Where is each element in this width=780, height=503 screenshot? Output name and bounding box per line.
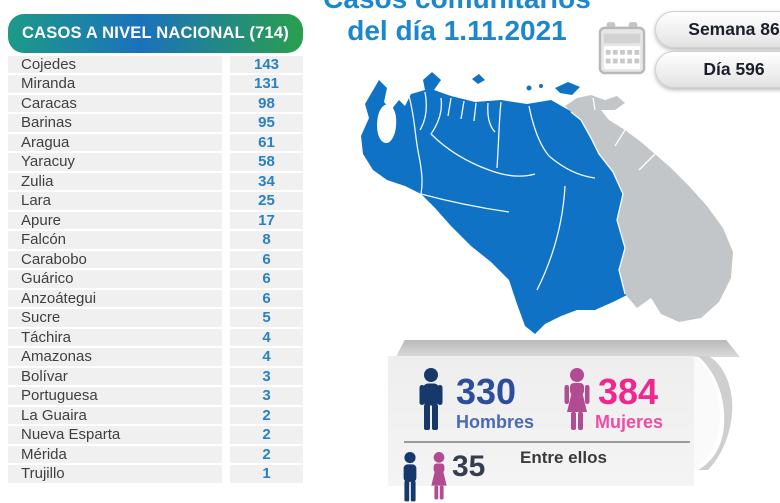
hombres-value: 330 [456,371,517,412]
state-name: Táchira [8,328,222,347]
female-mini-icon [431,452,447,500]
table-row: Bolívar 3 [8,367,308,386]
table-row: Sucre 5 [8,309,308,327]
state-name: Trujillo [8,465,222,483]
table-row: Yaracuy 58 [8,153,308,171]
female-icon [564,368,590,430]
table-row: Amazonas 4 [8,348,308,366]
state-name: Sucre [8,309,222,327]
page-curl [694,356,733,470]
page-title-line2: del día 1.11.2021 [347,15,567,46]
table-row: Apure 17 [8,211,308,230]
state-cases: 2 [230,426,303,444]
table-row: Falcón 8 [8,231,308,249]
lake-maracaibo [377,104,397,144]
state-name: Cojedes [8,56,222,74]
state-name: Lara [8,192,222,210]
cases-table-body: Cojedes 143 Miranda 131 Caracas 98 Barin… [8,56,308,485]
table-row: Caracas 98 [8,94,308,113]
table-row: Aragua 61 [8,133,308,152]
mujeres-label: Mujeres [595,412,664,432]
table-row: Barinas 95 [8,114,308,132]
state-name: Bolívar [8,367,222,386]
state-cases: 4 [230,328,303,347]
table-row: Miranda 131 [8,75,308,93]
mujeres-value: 384 [598,371,659,412]
state-name: Amazonas [8,348,222,366]
state-cases: 4 [230,348,303,366]
table-row: Táchira 4 [8,328,308,347]
state-name: Guárico [8,270,222,288]
table-row: Mérida 2 [8,445,308,464]
calendar-icon [598,22,646,75]
page-title-line1: Casos comunitarios [292,0,622,15]
state-cases: 1 [230,465,303,483]
entre-ellos-label: Entre ellos [520,448,607,467]
state-cases: 58 [230,153,303,171]
table-row: Cojedes 143 [8,56,308,74]
islands [472,74,580,95]
state-cases: 98 [230,94,303,113]
state-name: Apure [8,211,222,230]
state-name: Miranda [8,75,222,93]
table-row: Anzoátegui 6 [8,289,308,308]
table-row: Trujillo 1 [8,465,308,483]
state-name: Barinas [8,114,222,132]
state-name: Zulia [8,172,222,191]
state-cases: 95 [230,114,303,132]
table-row: Zulia 34 [8,172,308,191]
state-cases: 6 [230,270,303,288]
state-name: Nueva Esparta [8,426,222,444]
hombres-label: Hombres [456,412,535,432]
badge-dia: Día 596 [655,51,780,88]
state-name: Yaracuy [8,153,222,171]
table-row: La Guaira 2 [8,406,308,425]
state-borders [408,91,596,291]
state-cases: 131 [230,75,303,93]
state-cases: 61 [230,133,303,152]
state-name: Anzoátegui [8,289,222,308]
venezuela-map [361,72,733,334]
table-row: Lara 25 [8,192,308,210]
state-name: Portuguesa [8,387,222,405]
state-name: Caracas [8,94,222,113]
state-cases: 6 [230,250,303,269]
table-row: Carabobo 6 [8,250,308,269]
table-row: Nueva Esparta 2 [8,426,308,444]
entre-ellos-value: 35 [452,450,486,483]
card-top-shadow [396,340,740,357]
badge-semana: Semana 86 [655,11,780,48]
state-cases: 2 [230,406,303,425]
table-row: Portuguesa 3 [8,387,308,405]
state-cases: 8 [230,231,303,249]
card-divider [404,441,690,443]
state-cases: 3 [230,387,303,405]
state-name: Mérida [8,445,222,464]
male-icon [419,368,443,430]
state-name: Carabobo [8,250,222,269]
infographic-root: { "title": { "line1": "Casos comunitario… [8,0,780,502]
state-cases: 143 [230,56,303,74]
cases-table-header: CASOS A NIVEL NACIONAL (714) [8,14,303,53]
state-name: Falcón [8,231,222,249]
state-cases: 17 [230,211,303,230]
map-states-with-cases [361,72,631,334]
state-cases: 6 [230,289,303,308]
map-states-without-cases [565,95,733,322]
male-mini-icon [403,452,417,502]
state-cases: 25 [230,192,303,210]
state-cases: 3 [230,367,303,386]
state-name: Aragua [8,133,222,152]
page-title: Casos comunitarios del día 1.11.2021 [292,0,622,47]
table-row: Guárico 6 [8,270,308,288]
state-cases: 34 [230,172,303,191]
state-name: La Guaira [8,406,222,425]
state-cases: 2 [230,445,303,464]
state-cases: 5 [230,309,303,327]
